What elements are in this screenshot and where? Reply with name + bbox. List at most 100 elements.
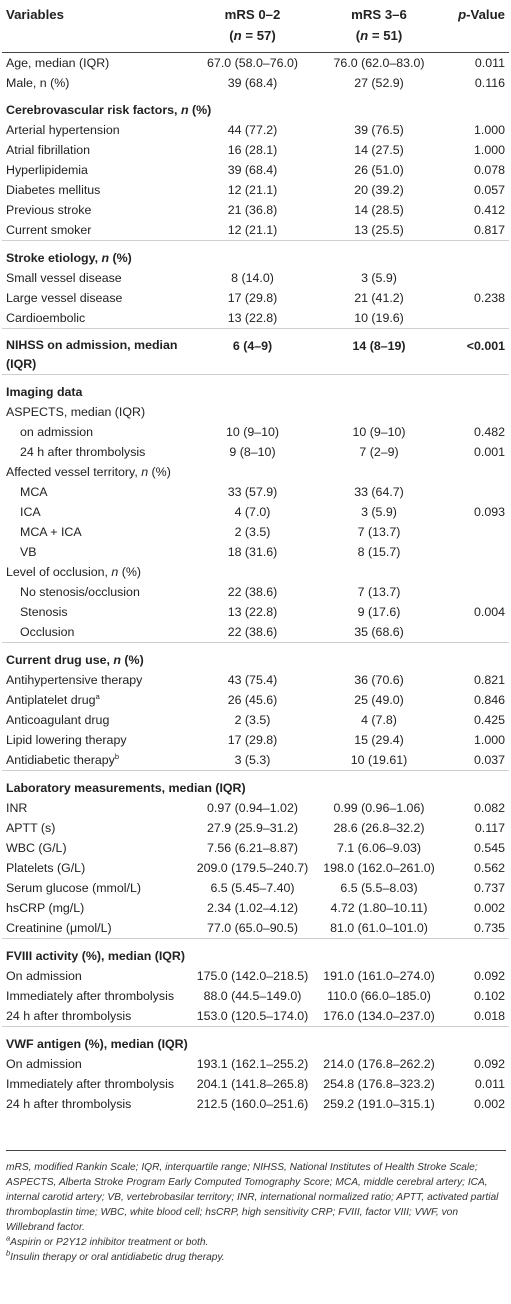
p-value: 1.000 [473,733,505,747]
row-label: ASPECTS, median (IQR) [6,405,146,419]
p-value: 0.817 [473,223,505,237]
header-p-value: p-Value [438,0,509,53]
value-mrs-3-6: 21 (41.2) [354,291,404,305]
value-mrs-0-2: 6 (4–9) [185,328,320,375]
value-mrs-0-2: 7.56 (6.21–8.87) [207,841,298,855]
value-mrs-0-2: 6.5 (5.45–7.40) [210,881,295,895]
value-mrs-0-2: 175.0 (142.0–218.5) [196,969,309,983]
p-value [438,308,509,329]
p-value: 1.000 [473,123,505,137]
table-row: Serum glucose (mmol/L) 6.5 (5.45–7.40) 6.5… [2,878,509,898]
table-row: Level of occlusion, n (%) [2,562,509,582]
value-mrs-3-6 [320,562,438,582]
table-row: MCA + ICA 2 (3.5) 7 (13.7) [2,522,509,542]
value-mrs-3-6: 254.8 (176.8–323.2) [323,1077,435,1091]
p-value: 0.011 [474,1077,505,1091]
row-label: Diabetes mellitus [6,183,101,197]
row-label: Stenosis [20,605,68,619]
section-header-row: Current drug use, n (%) [2,642,509,670]
value-mrs-3-6: 13 (25.5) [354,223,404,237]
header-variables: Variables [2,0,185,53]
value-mrs-0-2: 22 (38.6) [227,625,278,639]
section-header-row: Laboratory measurements, median (IQR) [2,770,509,798]
value-mrs-3-6: 198.0 (162.0–261.0) [323,861,435,875]
table-row: on admission 10 (9–10) 10 (9–10) 0.482 [2,422,509,442]
p-value [438,462,509,482]
value-mrs-0-2: 77.0 (65.0–90.5) [207,921,298,935]
p-value: 0.562 [473,861,505,875]
p-value: 0.482 [473,425,505,439]
p-value [438,522,509,542]
table-row: Current smoker 12 (21.1) 13 (25.5) 0.817 [2,220,509,241]
value-mrs-0-2: 12 (21.1) [227,183,278,197]
row-label: Occlusion [20,625,75,639]
table-row: MCA 33 (57.9) 33 (64.7) [2,482,509,502]
row-label: Creatinine (μmol/L) [6,921,112,935]
p-value: 0.018 [473,1009,505,1023]
row-label: Atrial fibrillation [6,143,91,157]
p-value: 0.078 [473,163,505,177]
p-value: 0.545 [473,841,505,855]
row-label: MCA [20,485,48,499]
value-mrs-3-6: 14 (27.5) [354,143,404,157]
table-row: Anticoagulant drug 2 (3.5) 4 (7.8) 0.425 [2,710,509,730]
row-label: Anticoagulant drug [6,713,110,727]
section-title: Imaging data [2,374,509,402]
p-value [438,482,509,502]
value-mrs-3-6: 6.5 (5.5–8.03) [340,881,418,895]
value-mrs-0-2: 12 (21.1) [227,223,278,237]
value-mrs-3-6: 10 (19.6) [354,311,404,325]
section-title: Current drug use, n (%) [2,642,509,670]
p-value: 0.846 [473,693,505,707]
value-mrs-3-6: 35 (68.6) [354,625,404,639]
row-label: hsCRP (mg/L) [6,901,85,915]
table-row: Antihypertensive therapy 43 (75.4) 36 (70.… [2,670,509,690]
row-label: MCA + ICA [20,525,82,539]
value-mrs-0-2: 2 (3.5) [234,713,271,727]
row-label: Cardioembolic [6,311,86,325]
value-mrs-0-2: 33 (57.9) [227,485,278,499]
p-value: 0.037 [473,753,505,767]
p-value: 0.116 [474,76,505,90]
value-mrs-0-2: 22 (38.6) [227,585,278,599]
section-header-row: FVIII activity (%), median (IQR) [2,938,509,966]
p-value: 0.117 [474,821,505,835]
row-label: Arterial hypertension [6,123,120,137]
footnote-abbreviations: mRS, modified Rankin Scale; IQR, interqu… [6,1162,499,1233]
p-value [438,562,509,582]
row-label: Male, n (%) [6,76,70,90]
row-label: Affected vessel territory, n (%) [6,465,171,479]
row-label: Immediately after thrombolysis [6,989,175,1003]
value-mrs-0-2: 13 (22.8) [227,311,278,325]
table-row: NIHSS on admission, median (IQR) 6 (4–9) 1… [2,328,509,375]
row-label: Antidiabetic therapyb [6,751,120,767]
value-mrs-3-6: 191.0 (161.0–274.0) [323,969,435,983]
value-mrs-0-2: 193.1 (162.1–255.2) [196,1057,309,1071]
row-label: Platelets (G/L) [6,861,86,875]
p-value: 0.412 [473,203,505,217]
section-title: VWF antigen (%), median (IQR) [2,1026,509,1054]
value-mrs-3-6: 28.6 (26.8–32.2) [333,821,425,835]
value-mrs-0-2: 17 (29.8) [227,733,278,747]
value-mrs-0-2 [185,402,320,422]
value-mrs-3-6: 259.2 (191.0–315.1) [323,1097,435,1111]
value-mrs-0-2: 2.34 (1.02–4.12) [207,901,298,915]
value-mrs-3-6: 10 (19.61) [350,753,408,767]
value-mrs-0-2: 88.0 (44.5–149.0) [203,989,302,1003]
p-value: 0.821 [473,673,505,687]
section-title: Stroke etiology, n (%) [2,240,509,268]
p-value: 0.001 [473,445,505,459]
section-title: Laboratory measurements, median (IQR) [2,770,509,798]
value-mrs-3-6: 4 (7.8) [361,713,397,727]
value-mrs-3-6: 14 (28.5) [354,203,404,217]
value-mrs-3-6: 7 (13.7) [357,585,401,599]
value-mrs-3-6: 176.0 (134.0–237.0) [323,1009,435,1023]
value-mrs-3-6: 14 (8–19) [320,328,438,375]
section-header-row: Cerebrovascular risk factors, n (%) [2,93,509,120]
row-label: ICA [20,505,41,519]
footnote-b: bInsulin therapy or oral antidiabetic dr… [6,1248,225,1263]
value-mrs-3-6: 36 (70.6) [354,673,404,687]
value-mrs-0-2: 9 (8–10) [229,445,276,459]
value-mrs-0-2: 4 (7.0) [234,505,271,519]
row-label: Level of occlusion, n (%) [6,565,142,579]
